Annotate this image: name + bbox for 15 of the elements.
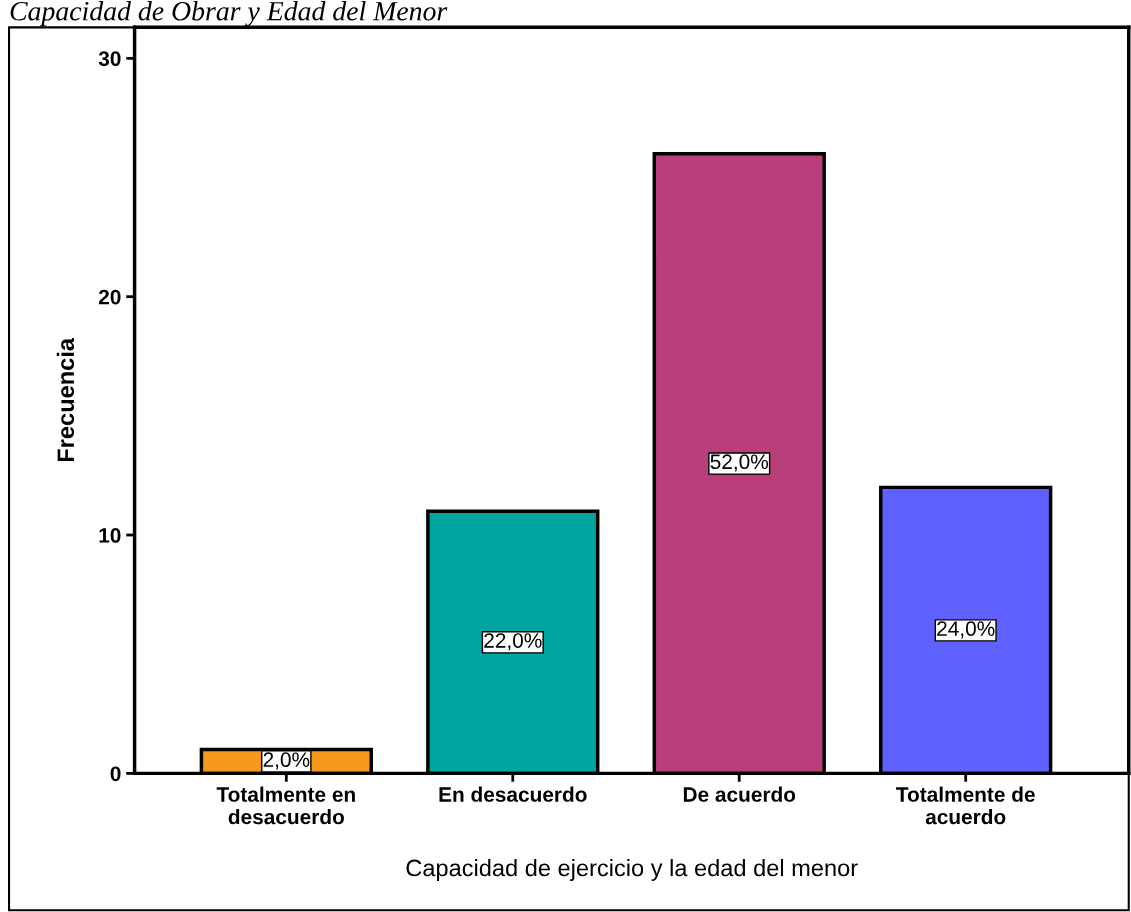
y-tick-label: 0: [110, 766, 121, 782]
x-axis-title: Capacidad de ejercicio y la edad del menor: [406, 858, 858, 881]
y-axis-title: Frecuencia: [56, 337, 75, 462]
annotation: 52,0%: [710, 454, 769, 472]
x-tick-label: Totalmente en desacuerdo: [216, 786, 355, 825]
x-tick-label: Totalmente de acuerdo: [896, 786, 1035, 825]
annotation: 22,0%: [484, 633, 542, 651]
annotation: 24,0%: [937, 621, 995, 639]
annotation: 2,0%: [263, 752, 310, 770]
x-tick-label: De acuerdo: [683, 786, 796, 802]
y-tick-label: 10: [99, 528, 121, 543]
y-tick-label: 20: [98, 289, 121, 305]
x-tick-label: En desacuerdo: [439, 786, 587, 802]
y-tick-label: 30: [98, 51, 121, 67]
chart-title: Capacidad de Obrar y Edad del Menor: [10, 1, 448, 27]
